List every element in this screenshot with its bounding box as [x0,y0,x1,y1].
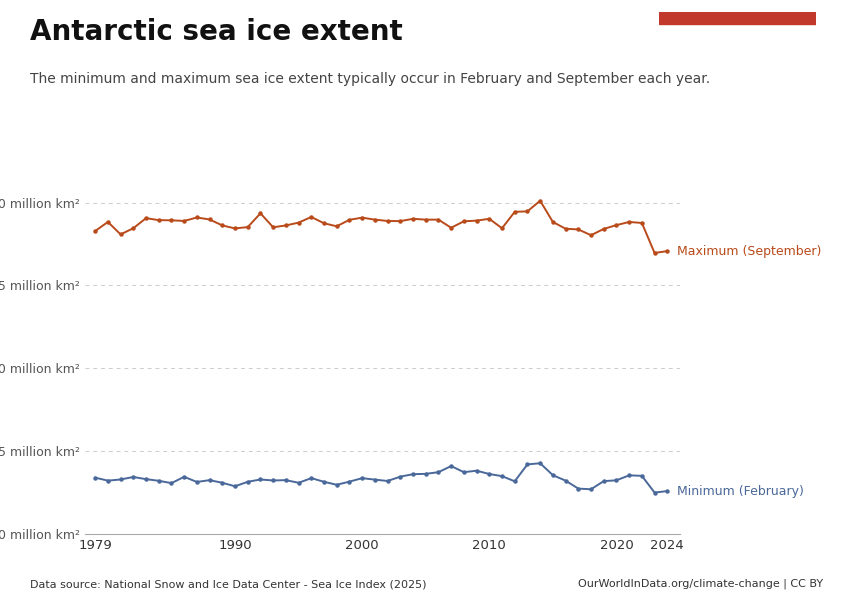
Text: The minimum and maximum sea ice extent typically occur in February and September: The minimum and maximum sea ice extent t… [30,72,710,86]
Text: Minimum (February): Minimum (February) [677,485,804,497]
Text: Data source: National Snow and Ice Data Center - Sea Ice Index (2025): Data source: National Snow and Ice Data … [30,579,426,589]
Text: OurWorldInData.org/climate-change | CC BY: OurWorldInData.org/climate-change | CC B… [578,578,823,589]
Bar [659,12,816,25]
Text: Our World: Our World [704,36,771,49]
Text: in Data: in Data [713,58,762,71]
Text: Antarctic sea ice extent: Antarctic sea ice extent [30,18,403,46]
Text: Maximum (September): Maximum (September) [677,245,822,257]
